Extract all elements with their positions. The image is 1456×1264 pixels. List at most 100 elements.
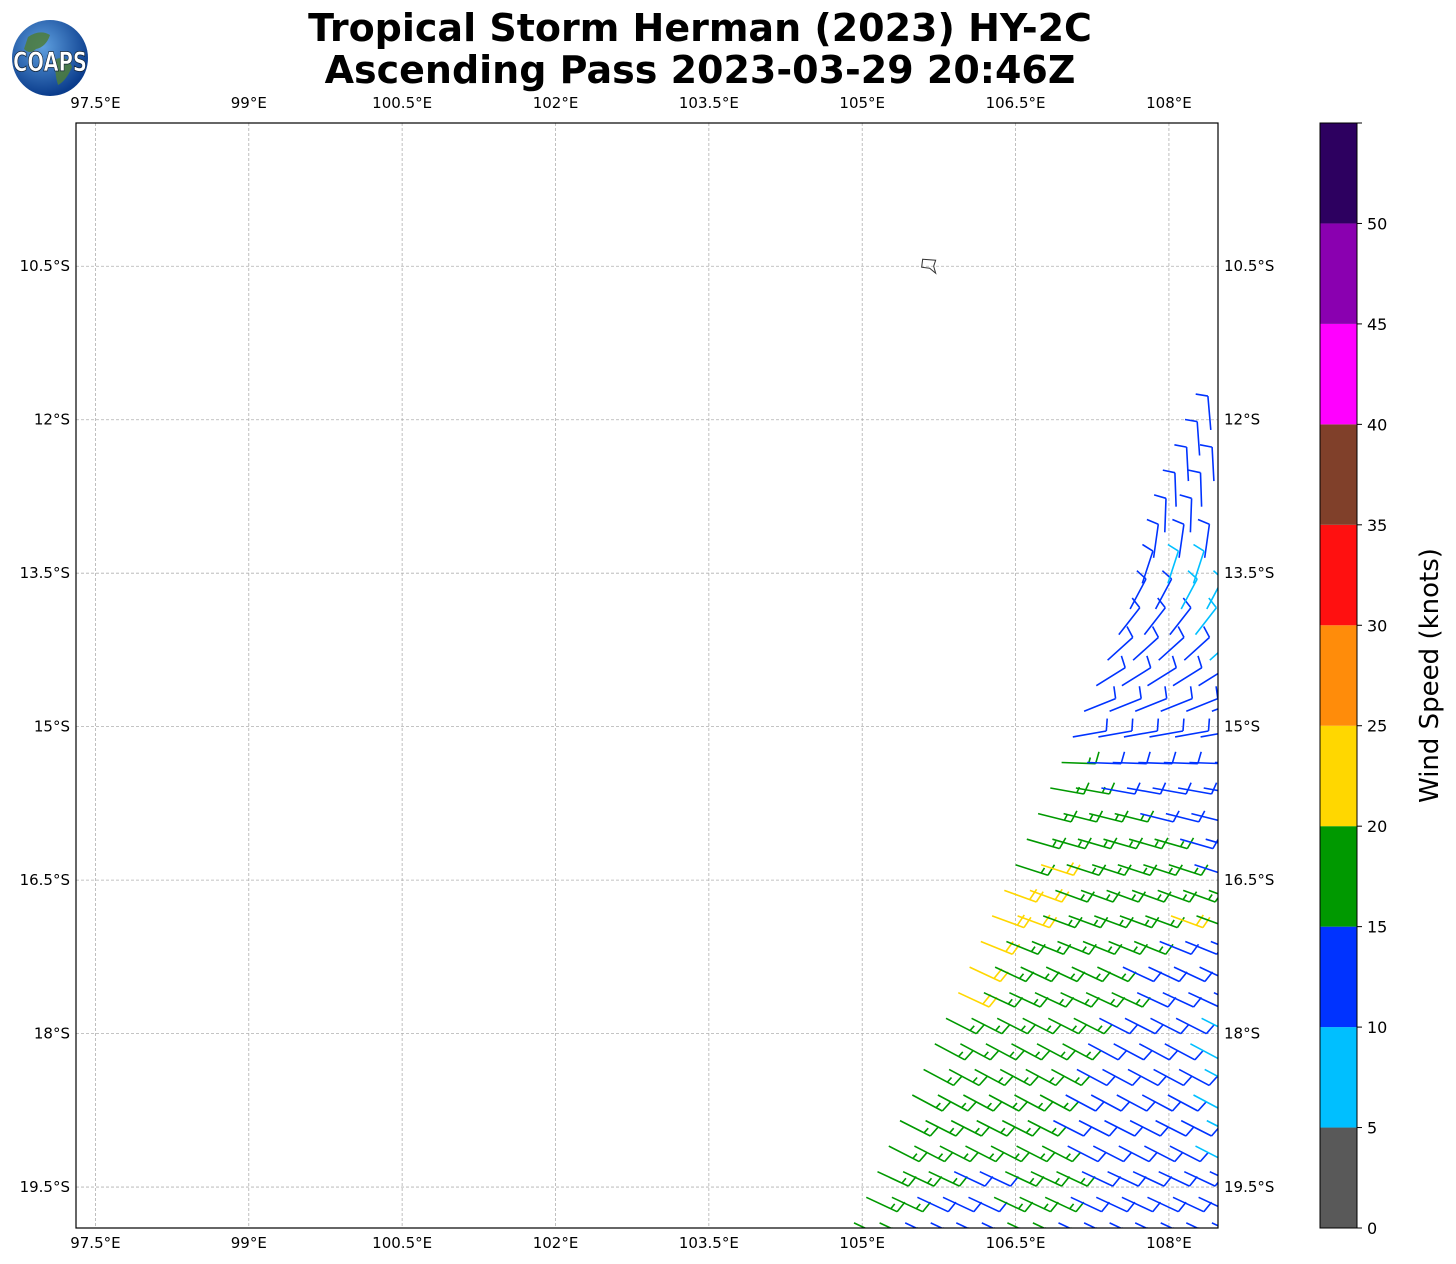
lat-tick-label-left: 19.5°S xyxy=(20,1178,70,1196)
wind-barb xyxy=(990,1145,1031,1163)
lat-tick-label-right: 18°S xyxy=(1224,1025,1260,1043)
wind-barb xyxy=(1095,655,1126,687)
wind-barb xyxy=(1174,718,1211,738)
wind-barb xyxy=(1044,1196,1085,1213)
wind-barb xyxy=(968,1196,1008,1213)
wind-barb xyxy=(1198,1196,1218,1208)
wind-barb xyxy=(1134,686,1168,713)
wind-barb xyxy=(1068,915,1109,929)
wind-barb xyxy=(1007,1222,1047,1228)
lat-tick-label-right: 13.5°S xyxy=(1224,564,1274,582)
wind-barb xyxy=(948,1068,988,1087)
lon-tick-label-top: 103.5°E xyxy=(679,94,739,112)
colorbar-tick-label: 5 xyxy=(1367,1119,1377,1138)
wind-barb xyxy=(1109,1222,1149,1228)
wind-barb xyxy=(1143,597,1166,636)
wind-barb xyxy=(1114,810,1155,823)
lat-tick-label-left: 13.5°S xyxy=(20,564,70,582)
wind-barb xyxy=(1030,1170,1071,1187)
wind-barb xyxy=(934,1043,974,1061)
wind-barb xyxy=(1126,782,1167,795)
wind-barb xyxy=(976,1119,1016,1137)
wind-barb xyxy=(1057,940,1097,956)
wind-barb xyxy=(1004,888,1044,903)
lat-tick-label-left: 12°S xyxy=(34,411,70,429)
wind-barb xyxy=(1029,888,1070,903)
wind-barb xyxy=(1147,1196,1187,1213)
wind-barb xyxy=(1133,940,1174,956)
wind-barb xyxy=(1203,787,1218,792)
wind-barb xyxy=(928,1170,968,1187)
wind-barb xyxy=(1099,1017,1139,1035)
lon-tick-label-top: 108°E xyxy=(1146,94,1192,112)
wind-barb xyxy=(1159,940,1200,956)
colorbar-bin xyxy=(1320,424,1357,525)
wind-barb xyxy=(983,991,1024,1008)
wind-barb xyxy=(1047,1017,1088,1035)
lon-tick-label-bottom: 105°E xyxy=(839,1234,885,1252)
lon-tick-label-top: 105°E xyxy=(839,94,885,112)
wind-barb xyxy=(911,1094,952,1112)
colorbar-tick-label: 0 xyxy=(1367,1219,1377,1238)
wind-barb xyxy=(1123,718,1160,738)
wind-barb xyxy=(1148,966,1188,983)
wind-barb xyxy=(1102,1068,1142,1087)
wind-barb xyxy=(1011,1043,1051,1061)
wind-barb xyxy=(1103,837,1144,850)
wind-barb xyxy=(1131,889,1172,903)
wind-barb xyxy=(1172,655,1203,687)
wind-barb xyxy=(1031,940,1072,956)
wind-barb xyxy=(1169,597,1192,636)
wind-barb xyxy=(1127,1068,1167,1087)
wind-barb xyxy=(1178,1068,1218,1087)
wind-barb xyxy=(1036,1043,1076,1061)
wind-barb xyxy=(1075,782,1116,795)
wind-barb xyxy=(1165,810,1206,823)
wind-barb xyxy=(1158,626,1185,661)
wind-barb xyxy=(1196,915,1218,925)
wind-barb xyxy=(1153,1068,1193,1087)
wind-barb xyxy=(969,966,1009,983)
lat-tick-label-left: 16.5°S xyxy=(20,871,70,889)
wind-barb xyxy=(1152,782,1192,795)
wind-barb xyxy=(1071,966,1112,983)
wind-barb xyxy=(1144,1145,1184,1163)
wind-barb xyxy=(1198,672,1218,687)
wind-barb xyxy=(1157,889,1198,903)
wind-barb xyxy=(1111,991,1151,1008)
plot-frame xyxy=(75,122,1219,1229)
wind-barb xyxy=(1149,718,1185,738)
lon-tick-label-bottom: 99°E xyxy=(231,1234,267,1252)
wind-barb xyxy=(1034,991,1075,1008)
title-line-2: Ascending Pass 2023-03-29 20:46Z xyxy=(324,48,1076,92)
wind-barb xyxy=(1195,1145,1218,1159)
lat-tick-label-right: 19.5°S xyxy=(1224,1178,1274,1196)
lon-tick-label-bottom: 100.5°E xyxy=(372,1234,432,1252)
wind-barb xyxy=(994,966,1035,983)
wind-barb xyxy=(1128,837,1169,850)
wind-barb xyxy=(899,1119,940,1137)
wind-barb xyxy=(1078,1119,1119,1137)
wind-barb xyxy=(1108,940,1149,956)
wind-barb xyxy=(1052,837,1092,850)
wind-barb xyxy=(1169,1145,1210,1163)
wind-barb xyxy=(1189,761,1218,765)
colorbar-bin xyxy=(1320,524,1357,626)
wind-barb xyxy=(993,1196,1034,1213)
wind-barb xyxy=(1060,991,1100,1008)
wind-barb xyxy=(1070,1196,1111,1213)
wind-barb xyxy=(1006,940,1046,956)
wind-barb xyxy=(1041,1145,1082,1163)
wind-barb xyxy=(1154,837,1195,850)
wind-barb xyxy=(923,1068,963,1087)
wind-barb xyxy=(1134,1222,1175,1228)
wind-barb xyxy=(1191,812,1218,822)
wind-barb xyxy=(1197,518,1211,558)
wind-barb xyxy=(1201,1017,1218,1028)
wind-barb xyxy=(1122,966,1163,983)
lat-tick-label-right: 16.5°S xyxy=(1224,871,1274,889)
title-line-1: Tropical Storm Herman (2023) HY-2C xyxy=(308,6,1092,50)
wind-barb xyxy=(1150,1017,1190,1035)
wind-barb xyxy=(1107,626,1134,661)
wind-barb xyxy=(1194,864,1218,874)
